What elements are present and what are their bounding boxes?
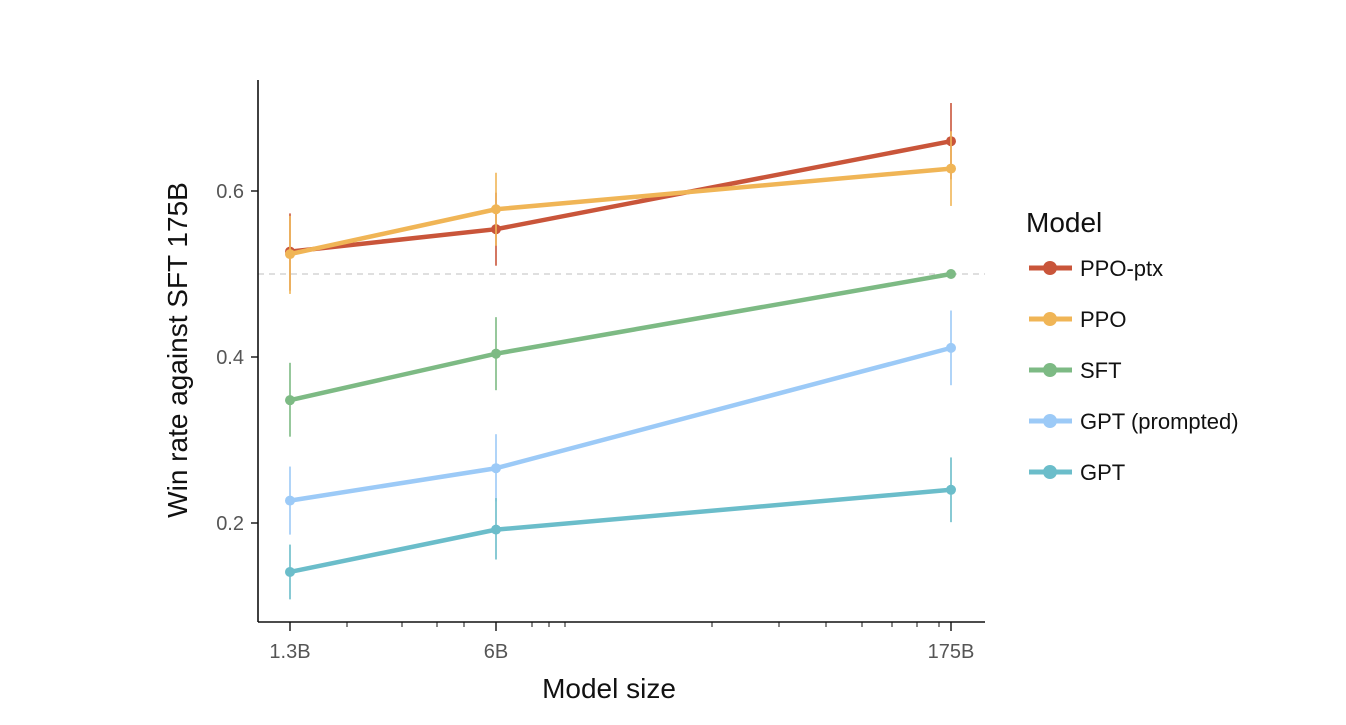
series-ppo	[285, 131, 956, 294]
data-point	[946, 163, 956, 174]
x-axis-title: Model size	[542, 673, 676, 704]
legend: Model PPO-ptx PPO SFT GPT (prompted) GPT	[1026, 207, 1239, 485]
legend-swatch-point	[1043, 414, 1057, 428]
x-tick-label: 6B	[484, 641, 508, 663]
data-point	[491, 524, 501, 535]
data-point	[285, 495, 295, 506]
legend-entry: GPT	[1029, 460, 1125, 485]
y-axis-title: Win rate against SFT 175B	[162, 182, 193, 518]
data-point	[285, 566, 295, 577]
legend-label: GPT (prompted)	[1080, 409, 1239, 434]
legend-entry: GPT (prompted)	[1029, 409, 1239, 434]
axis-labels: Model size Win rate against SFT 175B	[162, 182, 676, 704]
data-point	[285, 249, 295, 260]
data-point	[491, 204, 501, 215]
x-tick-label: 1.3B	[269, 641, 310, 663]
series-gpt-prompted-	[285, 310, 956, 535]
series-gpt	[285, 457, 956, 600]
series-line	[287, 345, 954, 503]
legend-label: SFT	[1080, 358, 1122, 383]
legend-entry: SFT	[1029, 358, 1122, 383]
series-sft	[285, 269, 956, 437]
legend-swatch-point	[1043, 363, 1057, 377]
data-point	[946, 342, 956, 353]
legend-entry: PPO-ptx	[1029, 256, 1163, 281]
data-point	[946, 269, 956, 279]
legend-swatch-point	[1043, 261, 1057, 275]
legend-label: GPT	[1080, 460, 1125, 485]
x-tick-label: 175B	[928, 641, 975, 663]
y-tick-label: 0.4	[216, 347, 244, 369]
data-point	[491, 348, 501, 359]
axes: 0.2 0.4 0.6 1.3B 6B 175B	[216, 80, 985, 663]
legend-title: Model	[1026, 207, 1102, 238]
legend-entry: PPO	[1029, 307, 1126, 332]
series-line	[287, 271, 954, 403]
y-tick-label: 0.2	[216, 513, 244, 535]
legend-swatch-point	[1043, 465, 1057, 479]
series-line	[287, 487, 954, 575]
series-layer	[285, 103, 956, 600]
data-point	[491, 463, 501, 474]
legend-swatch-point	[1043, 312, 1057, 326]
data-point	[285, 395, 295, 406]
data-point	[946, 484, 956, 495]
legend-label: PPO-ptx	[1080, 256, 1163, 281]
y-tick-label: 0.6	[216, 181, 244, 203]
legend-label: PPO	[1080, 307, 1126, 332]
